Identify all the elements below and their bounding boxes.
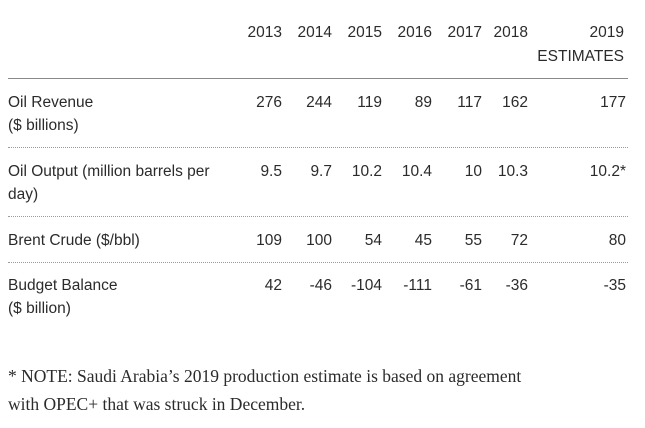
cell-2014: 244	[306, 94, 332, 111]
row-divider	[8, 262, 628, 263]
row-label: Brent Crude ($/bbl)	[8, 229, 233, 252]
cell-2015: -104	[350, 277, 382, 294]
cell-2019: 80	[608, 232, 626, 249]
cell-2016: -111	[403, 277, 432, 294]
cell-2016: 89	[414, 94, 432, 111]
row-label-line1: Brent Crude ($/bbl)	[8, 232, 140, 249]
footnote-line1: * NOTE: Saudi Arabia’s 2019 production e…	[8, 366, 522, 386]
cell-2013: 9.5	[260, 163, 282, 180]
cell-2019: 10.2*	[589, 163, 626, 180]
cell-2017: 55	[464, 232, 482, 249]
cell-2019: 177	[600, 94, 626, 111]
row-label-line1: Oil Output (million barrels per	[8, 163, 210, 180]
cell-2016: 10.4	[401, 163, 432, 180]
cell-2014: 100	[306, 232, 332, 249]
col-header-2017: 2017	[447, 24, 482, 41]
cell-2016: 45	[414, 232, 432, 249]
col-header-2013: 2013	[247, 24, 282, 41]
cell-2015: 10.2	[351, 163, 382, 180]
cell-2013: 42	[264, 277, 282, 294]
cell-2017: 10	[464, 163, 482, 180]
row-label-line2: ($ billions)	[8, 117, 79, 134]
cell-2014: 9.7	[310, 163, 332, 180]
col-header-2019-estimates: ESTIMATES	[537, 48, 624, 65]
footnote: * NOTE: Saudi Arabia’s 2019 production e…	[8, 362, 628, 418]
cell-2018: 10.3	[497, 163, 528, 180]
cell-2015: 54	[364, 232, 382, 249]
cell-2013: 109	[256, 232, 282, 249]
footnote-line2: with OPEC+ that was struck in December.	[8, 394, 306, 414]
row-label-line2: day)	[8, 186, 39, 203]
cell-2019: -35	[603, 277, 626, 294]
cell-2014: -46	[309, 277, 332, 294]
header-divider	[8, 78, 628, 79]
row-label: Oil Output (million barrels per day)	[8, 160, 233, 206]
row-divider	[8, 216, 628, 217]
row-label-line2: ($ billion)	[8, 300, 71, 317]
cell-2018: 72	[510, 232, 528, 249]
row-label-line1: Budget Balance	[8, 277, 118, 294]
table-header: 2013 2014 2015 2016 2017 2018 2019 ESTIM…	[0, 22, 645, 72]
row-label: Oil Revenue ($ billions)	[8, 91, 233, 137]
col-header-2018: 2018	[493, 24, 528, 41]
col-header-2014: 2014	[297, 24, 332, 41]
cell-2013: 276	[256, 94, 282, 111]
row-label: Budget Balance ($ billion)	[8, 274, 233, 320]
col-header-2016: 2016	[397, 24, 432, 41]
cell-2017: -61	[459, 277, 482, 294]
cell-2018: -36	[505, 277, 528, 294]
col-header-2019: 2019	[589, 24, 624, 41]
cell-2015: 119	[357, 94, 382, 111]
cell-2017: 117	[457, 94, 482, 111]
col-header-2015: 2015	[347, 24, 382, 41]
row-divider	[8, 147, 628, 148]
row-label-line1: Oil Revenue	[8, 94, 94, 111]
cell-2018: 162	[502, 94, 528, 111]
